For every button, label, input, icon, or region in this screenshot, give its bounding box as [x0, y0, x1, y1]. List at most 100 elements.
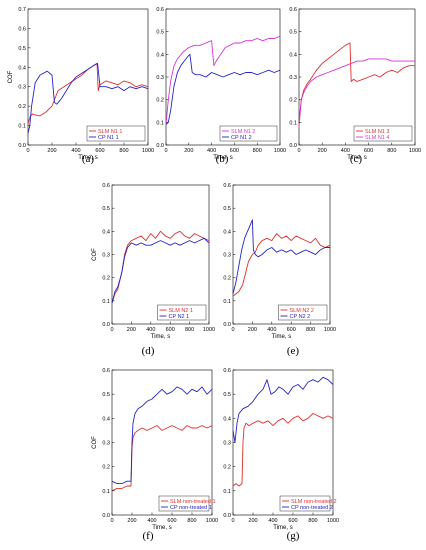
legend-box: [158, 495, 210, 512]
x-tick-label: 400: [341, 148, 350, 154]
series-line-1: [232, 413, 334, 487]
x-tick-label: 1000: [203, 327, 215, 333]
chart-panel-c: 0 200 400 600 800 1000 0.0 0.1 0.2 0.3 0.4 0.5 0.6 Ti…: [289, 7, 421, 161]
y-tick-label: 0.0: [289, 143, 297, 149]
x-tick-label: 0: [110, 518, 113, 524]
y-tick-label: 0.3: [223, 441, 231, 447]
legend-label-2: CP non-treated 1: [170, 505, 212, 511]
x-tick-label: 1000: [206, 518, 218, 524]
y-tick-label: 0.2: [18, 104, 26, 110]
x-tick-label: 200: [248, 518, 257, 524]
series-line-2: [298, 58, 415, 127]
legend-label-1: SLM non-treated 1: [170, 499, 216, 505]
x-tick-label: 400: [267, 327, 276, 333]
series-line-1: [111, 425, 213, 492]
y-tick-label: 0.2: [102, 276, 110, 282]
legend-label-1: SLM N2 2: [290, 308, 314, 314]
chart-svg-g: 0 200 400 600 800 1000 0.0 0.1 0.2 0.3 0.4 0.5 0.6 Ti…: [223, 368, 339, 531]
y-tick-label: 0.0: [223, 513, 231, 519]
y-tick-label: 0.4: [18, 65, 26, 71]
chart-svg-c: 0 200 400 600 800 1000 0.0 0.1 0.2 0.3 0.4 0.5 0.6 Ti…: [289, 7, 421, 161]
x-axis-label: Time, s: [213, 155, 232, 161]
legend-label-2: SLM N1 4: [365, 135, 389, 141]
legend-box: [157, 304, 207, 321]
x-tick-label: 200: [318, 148, 327, 154]
chart-svg-a: 0 200 400 600 800 1000 0.0 0.1 0.2 0.3 0.4 0.5 0.6 0.…: [8, 7, 154, 161]
chart-panel-d: 0 200 400 600 800 1000 0.0 0.1 0.2 0.3 0.4 0.5 0.6 Ti…: [92, 183, 215, 340]
x-axis-label: Time, s: [347, 155, 366, 161]
series-line-2: [232, 376, 334, 443]
panel-caption-g: (g): [286, 530, 300, 542]
chart-svg-e: 0 200 400 600 800 1000 0.0 0.1 0.2 0.3 0.4 0.5 0.6 Ti…: [223, 183, 336, 340]
x-tick-label: 400: [147, 518, 156, 524]
chart-panel-g: 0 200 400 600 800 1000 0.0 0.1 0.2 0.3 0.4 0.5 0.6 Ti…: [223, 368, 339, 531]
plot-frame: [111, 184, 210, 325]
y-tick-label: 0.1: [102, 299, 110, 305]
series-line-1: [298, 42, 415, 123]
y-tick-label: 0.2: [223, 276, 231, 282]
y-tick-label: 0.2: [102, 465, 110, 471]
legend: SLM non-treated 1CP non-treated 1: [158, 495, 216, 512]
x-tick-label: 600: [364, 148, 373, 154]
legend: SLM N1 1CP N1 1: [86, 125, 146, 142]
y-tick-label: 0.4: [102, 229, 110, 235]
y-tick-label: 0.5: [102, 392, 110, 398]
x-tick-label: 1000: [274, 148, 286, 154]
y-tick-label: 0.6: [102, 368, 110, 374]
y-tick-label: 0.3: [223, 253, 231, 259]
y-tick-label: 0.3: [156, 75, 164, 81]
plot-frame: [232, 369, 334, 516]
series-line-2: [27, 62, 149, 134]
legend-label-2: CP N2 2: [290, 314, 311, 320]
y-tick-label: 0.5: [156, 30, 164, 36]
series-line-2: [111, 237, 210, 304]
x-tick-label: 600: [288, 518, 297, 524]
plot-frame: [27, 8, 149, 146]
chart-svg-d: 0 200 400 600 800 1000 0.0 0.1 0.2 0.3 0.4 0.5 0.6 Ti…: [92, 183, 215, 340]
y-tick-label: 0.7: [18, 7, 26, 13]
plot-frame: [111, 369, 213, 516]
y-tick-label: 0.2: [223, 465, 231, 471]
panel-caption-d: (d): [141, 345, 155, 357]
legend-label-1: SLM non-treated 2: [291, 499, 337, 505]
y-tick-label: 0.5: [289, 30, 297, 36]
y-tick-label: 0.5: [18, 46, 26, 52]
x-tick-label: 0: [26, 148, 29, 154]
chart-panel-f: 0 200 400 600 800 1000 0.0 0.1 0.2 0.3 0.4 0.5 0.6 Ti…: [92, 368, 218, 531]
legend-label-1: SLM N2 1: [169, 308, 193, 314]
x-tick-label: 800: [253, 148, 262, 154]
legend-box: [278, 304, 328, 321]
x-axis-label: Time, s: [273, 525, 292, 531]
x-tick-label: 600: [167, 518, 176, 524]
x-tick-label: 800: [187, 518, 196, 524]
y-tick-label: 0.0: [102, 513, 110, 519]
legend-label-1: SLM N1 2: [231, 129, 255, 135]
y-tick-label: 0.1: [223, 299, 231, 305]
plot-frame: [232, 184, 331, 325]
x-tick-label: 400: [207, 148, 216, 154]
y-tick-label: 0.3: [18, 85, 26, 91]
x-tick-label: 400: [268, 518, 277, 524]
y-tick-label: 0.4: [223, 416, 231, 422]
x-tick-label: 600: [230, 148, 239, 154]
chart-panel-a: 0 200 400 600 800 1000 0.0 0.1 0.2 0.3 0.4 0.5 0.6 0.…: [8, 7, 154, 161]
legend-box: [86, 125, 146, 142]
x-tick-label: 800: [119, 148, 128, 154]
legend: SLM N1 2CP N1 2: [219, 125, 278, 142]
x-axis-label: Time, s: [151, 334, 170, 340]
y-axis-label: COF: [8, 70, 14, 83]
y-tick-label: 0.1: [223, 489, 231, 495]
x-axis-label: Time, s: [78, 155, 97, 161]
y-tick-label: 0.0: [156, 143, 164, 149]
x-tick-label: 200: [127, 518, 136, 524]
y-tick-label: 0.3: [289, 75, 297, 81]
y-tick-label: 0.1: [289, 120, 297, 126]
x-tick-label: 1000: [142, 148, 154, 154]
y-tick-label: 0.0: [102, 322, 110, 328]
legend-box: [279, 495, 331, 512]
y-tick-label: 0.5: [223, 206, 231, 212]
x-tick-label: 200: [248, 327, 257, 333]
panel-caption-b: (b): [215, 153, 229, 165]
